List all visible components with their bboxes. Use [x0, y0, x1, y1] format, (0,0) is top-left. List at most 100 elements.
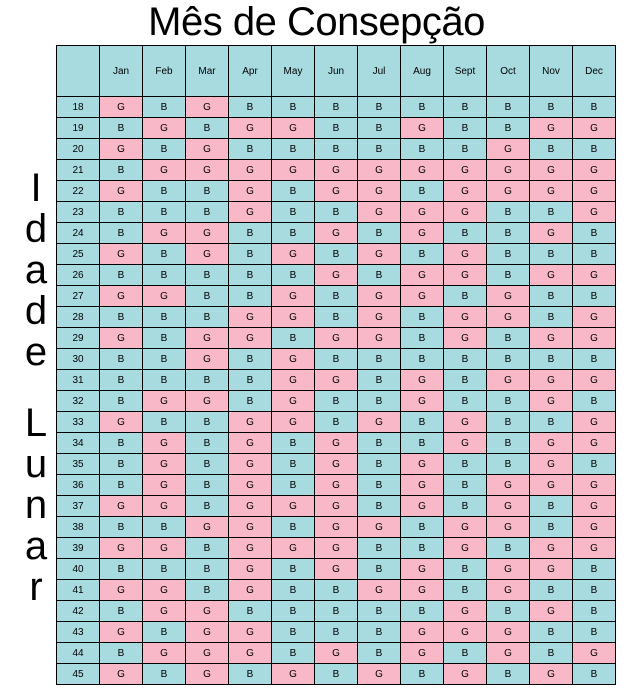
boy-cell: B — [142, 369, 186, 391]
boy-cell: B — [271, 600, 315, 622]
boy-cell: B — [443, 369, 487, 391]
boy-cell: B — [99, 306, 143, 328]
girl-cell: G — [400, 369, 444, 391]
boy-cell: B — [228, 264, 272, 286]
age-cell: 41 — [56, 579, 100, 601]
boy-cell: B — [142, 663, 186, 685]
girl-cell: G — [271, 306, 315, 328]
age-cell: 38 — [56, 516, 100, 538]
boy-cell: B — [572, 138, 616, 160]
boy-cell: B — [572, 558, 616, 580]
boy-cell: B — [443, 579, 487, 601]
boy-cell: B — [357, 369, 401, 391]
boy-cell: B — [357, 537, 401, 559]
table-row: 39 G G B G G G B B G B G G — [56, 537, 616, 559]
age-cell: 24 — [56, 222, 100, 244]
boy-cell: B — [142, 201, 186, 223]
girl-cell: G — [228, 180, 272, 202]
girl-cell: G — [185, 222, 229, 244]
boy-cell: B — [529, 642, 573, 664]
girl-cell: G — [228, 621, 272, 643]
girl-cell: G — [486, 138, 530, 160]
table-row: 45 G B G B G B G B G B G B — [56, 663, 616, 685]
boy-cell: B — [185, 432, 229, 454]
girl-cell: G — [486, 516, 530, 538]
girl-cell: G — [529, 474, 573, 496]
girl-cell: G — [529, 369, 573, 391]
girl-cell: G — [529, 117, 573, 139]
girl-cell: G — [142, 159, 186, 181]
boy-cell: B — [357, 348, 401, 370]
girl-cell: G — [228, 453, 272, 475]
girl-cell: G — [271, 243, 315, 265]
boy-cell: B — [572, 222, 616, 244]
girl-cell: G — [443, 159, 487, 181]
boy-cell: B — [228, 243, 272, 265]
girl-cell: G — [357, 327, 401, 349]
boy-cell: B — [400, 516, 444, 538]
boy-cell: B — [271, 621, 315, 643]
boy-cell: B — [185, 558, 229, 580]
girl-cell: G — [228, 306, 272, 328]
month-header: Dec — [572, 45, 616, 97]
age-cell: 43 — [56, 621, 100, 643]
girl-cell: G — [529, 180, 573, 202]
girl-cell: G — [572, 117, 616, 139]
boy-cell: B — [185, 306, 229, 328]
girl-cell: G — [486, 579, 530, 601]
boy-cell: B — [185, 369, 229, 391]
girl-cell: G — [400, 621, 444, 643]
boy-cell: B — [486, 453, 530, 475]
side-label-letter: L — [24, 401, 48, 445]
girl-cell: G — [572, 495, 616, 517]
boy-cell: B — [529, 96, 573, 118]
boy-cell: B — [400, 306, 444, 328]
boy-cell: B — [400, 180, 444, 202]
boy-cell: B — [357, 138, 401, 160]
girl-cell: G — [314, 642, 358, 664]
boy-cell: B — [357, 558, 401, 580]
boy-cell: B — [185, 474, 229, 496]
girl-cell: G — [185, 159, 229, 181]
boy-cell: B — [314, 663, 358, 685]
boy-cell: B — [142, 558, 186, 580]
boy-cell: B — [99, 159, 143, 181]
girl-cell: G — [314, 516, 358, 538]
boy-cell: B — [271, 516, 315, 538]
boy-cell: B — [357, 96, 401, 118]
boy-cell: B — [99, 117, 143, 139]
month-header: Jan — [99, 45, 143, 97]
side-label-letter: a — [24, 524, 48, 568]
table-row: 38 B B G G B G G B G G B G — [56, 516, 616, 538]
month-header: Sept — [443, 45, 487, 97]
boy-cell: B — [486, 432, 530, 454]
table-row: 18 G B G B B B B B B B B B — [56, 96, 616, 118]
girl-cell: G — [486, 159, 530, 181]
girl-cell: G — [271, 369, 315, 391]
girl-cell: G — [185, 642, 229, 664]
girl-cell: G — [486, 558, 530, 580]
boy-cell: B — [314, 390, 358, 412]
girl-cell: G — [228, 327, 272, 349]
girl-cell: G — [443, 411, 487, 433]
month-header: Aug — [400, 45, 444, 97]
girl-cell: G — [228, 474, 272, 496]
girl-cell: G — [271, 117, 315, 139]
girl-cell: G — [357, 201, 401, 223]
table-row: 27 G G B B G B G G B G B B — [56, 285, 616, 307]
boy-cell: B — [142, 264, 186, 286]
girl-cell: G — [400, 159, 444, 181]
boy-cell: B — [400, 348, 444, 370]
boy-cell: B — [357, 600, 401, 622]
girl-cell: G — [529, 222, 573, 244]
girl-cell: G — [572, 369, 616, 391]
girl-cell: G — [529, 264, 573, 286]
girl-cell: G — [271, 348, 315, 370]
girl-cell: G — [185, 663, 229, 685]
boy-cell: B — [572, 663, 616, 685]
corner-cell — [56, 45, 100, 97]
boy-cell: B — [400, 411, 444, 433]
girl-cell: G — [314, 369, 358, 391]
girl-cell: G — [99, 495, 143, 517]
